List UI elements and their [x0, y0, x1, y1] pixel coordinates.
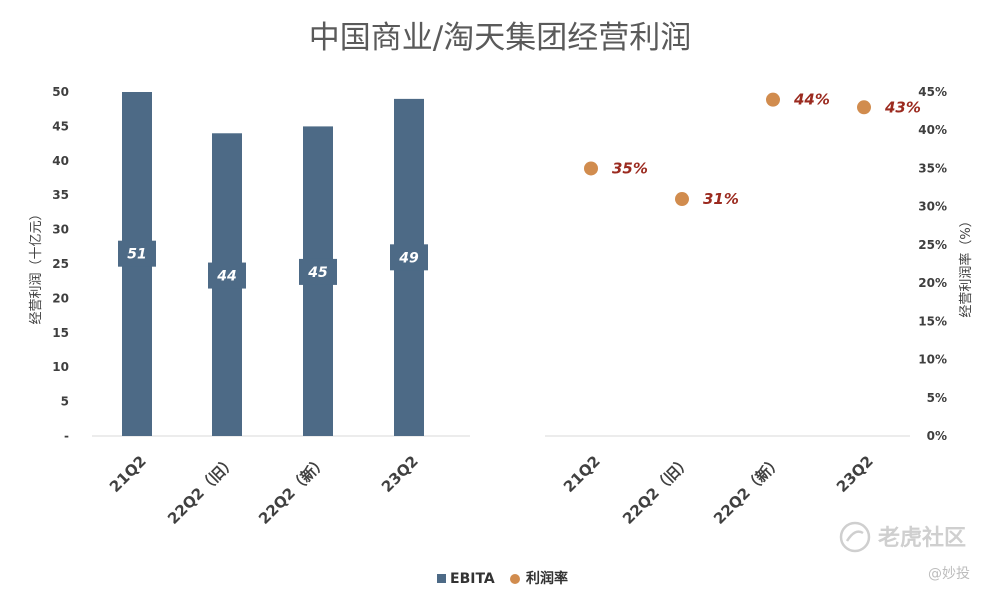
- bar-y-tick-label: 25: [52, 257, 69, 271]
- margin-y-tick-label: 20%: [918, 276, 947, 290]
- margin-y-tick-label: 30%: [918, 200, 947, 214]
- watermark-brand: 老虎社区: [877, 525, 966, 551]
- ebita-data-label: 44: [216, 269, 236, 285]
- margin-y-tick-label: 25%: [918, 238, 947, 252]
- margin-y-tick-label: 40%: [918, 123, 947, 137]
- margin-data-label: 43%: [884, 98, 921, 116]
- bar-y-tick-label: 30: [52, 223, 69, 237]
- bar-y-tick-label: 10: [52, 360, 69, 374]
- bar-y-tick-label: 40: [52, 154, 69, 168]
- ebita-data-label: 45: [307, 265, 328, 281]
- chart-title: 中国商业/淘天集团经营利润: [309, 20, 691, 56]
- bar-chart: - 5 10 15 20 25 30 35 40 45 50 51 21Q2 44 22Q2（旧） 45 22Q…: [52, 85, 470, 528]
- bar-category-label: 21Q2: [106, 452, 150, 496]
- legend-ebita-swatch: [437, 574, 446, 583]
- margin-point: [766, 92, 780, 107]
- margin-category-label: 22Q2（新）: [710, 452, 786, 528]
- margin-data-label: 35%: [612, 159, 648, 177]
- bar-y-tick-label: -: [64, 429, 69, 443]
- margin-category-label: 21Q2: [560, 452, 604, 496]
- ebita-label-box: [208, 262, 246, 289]
- margin-y-tick-label: 35%: [918, 161, 947, 175]
- bar-y-tick-label: 35: [52, 188, 69, 202]
- bar-y-tick-label: 15: [52, 326, 69, 340]
- margin-y-tick-label: 45%: [918, 85, 947, 99]
- bar-y-tick-label: 5: [61, 395, 69, 409]
- bar-category-label: 22Q2（新）: [255, 452, 331, 528]
- ebita-label-box: [118, 240, 156, 267]
- ebita-data-label: 51: [127, 247, 146, 263]
- margin-y-tick-label: 15%: [918, 314, 947, 328]
- margin-category-label: 23Q2: [833, 452, 877, 496]
- margin-data-label: 31%: [703, 190, 739, 208]
- left-axis-title: 经营利润（十亿元）: [29, 207, 44, 324]
- right-axis-title: 经营利润率（%）: [958, 214, 974, 317]
- bar-y-tick-label: 50: [52, 85, 69, 99]
- legend-margin-label: 利润率: [526, 570, 568, 587]
- margin-y-tick-label: 5%: [927, 391, 947, 405]
- margin-y-tick-label: 0%: [927, 429, 947, 443]
- ebita-data-label: 49: [398, 250, 419, 266]
- legend-ebita-label: EBITA: [450, 571, 495, 587]
- legend: EBITA 利润率: [437, 570, 568, 587]
- margin-data-label: 44%: [793, 91, 830, 109]
- ebita-label-box: [299, 258, 337, 285]
- bar-category-label: 23Q2: [378, 452, 422, 496]
- bar-y-tick-label: 45: [52, 119, 69, 133]
- margin-point: [584, 161, 598, 176]
- tiger-logo-icon: [839, 521, 871, 553]
- margin-point: [675, 192, 689, 207]
- margin-category-label: 22Q2（旧）: [619, 452, 695, 528]
- bar-y-tick-label: 20: [52, 291, 69, 305]
- watermark-author: @妙投: [928, 566, 970, 582]
- bar-category-label: 22Q2（旧）: [164, 452, 240, 528]
- margin-y-tick-label: 10%: [918, 353, 947, 367]
- ebita-label-box: [390, 244, 428, 271]
- legend-margin-swatch: [510, 574, 520, 584]
- margin-point: [857, 100, 871, 115]
- watermark: 老虎社区 @妙投: [839, 521, 970, 582]
- margin-chart: 0% 5% 10% 15% 20% 25% 30% 35% 40% 45% 35% 21Q2 31% 22…: [545, 85, 947, 528]
